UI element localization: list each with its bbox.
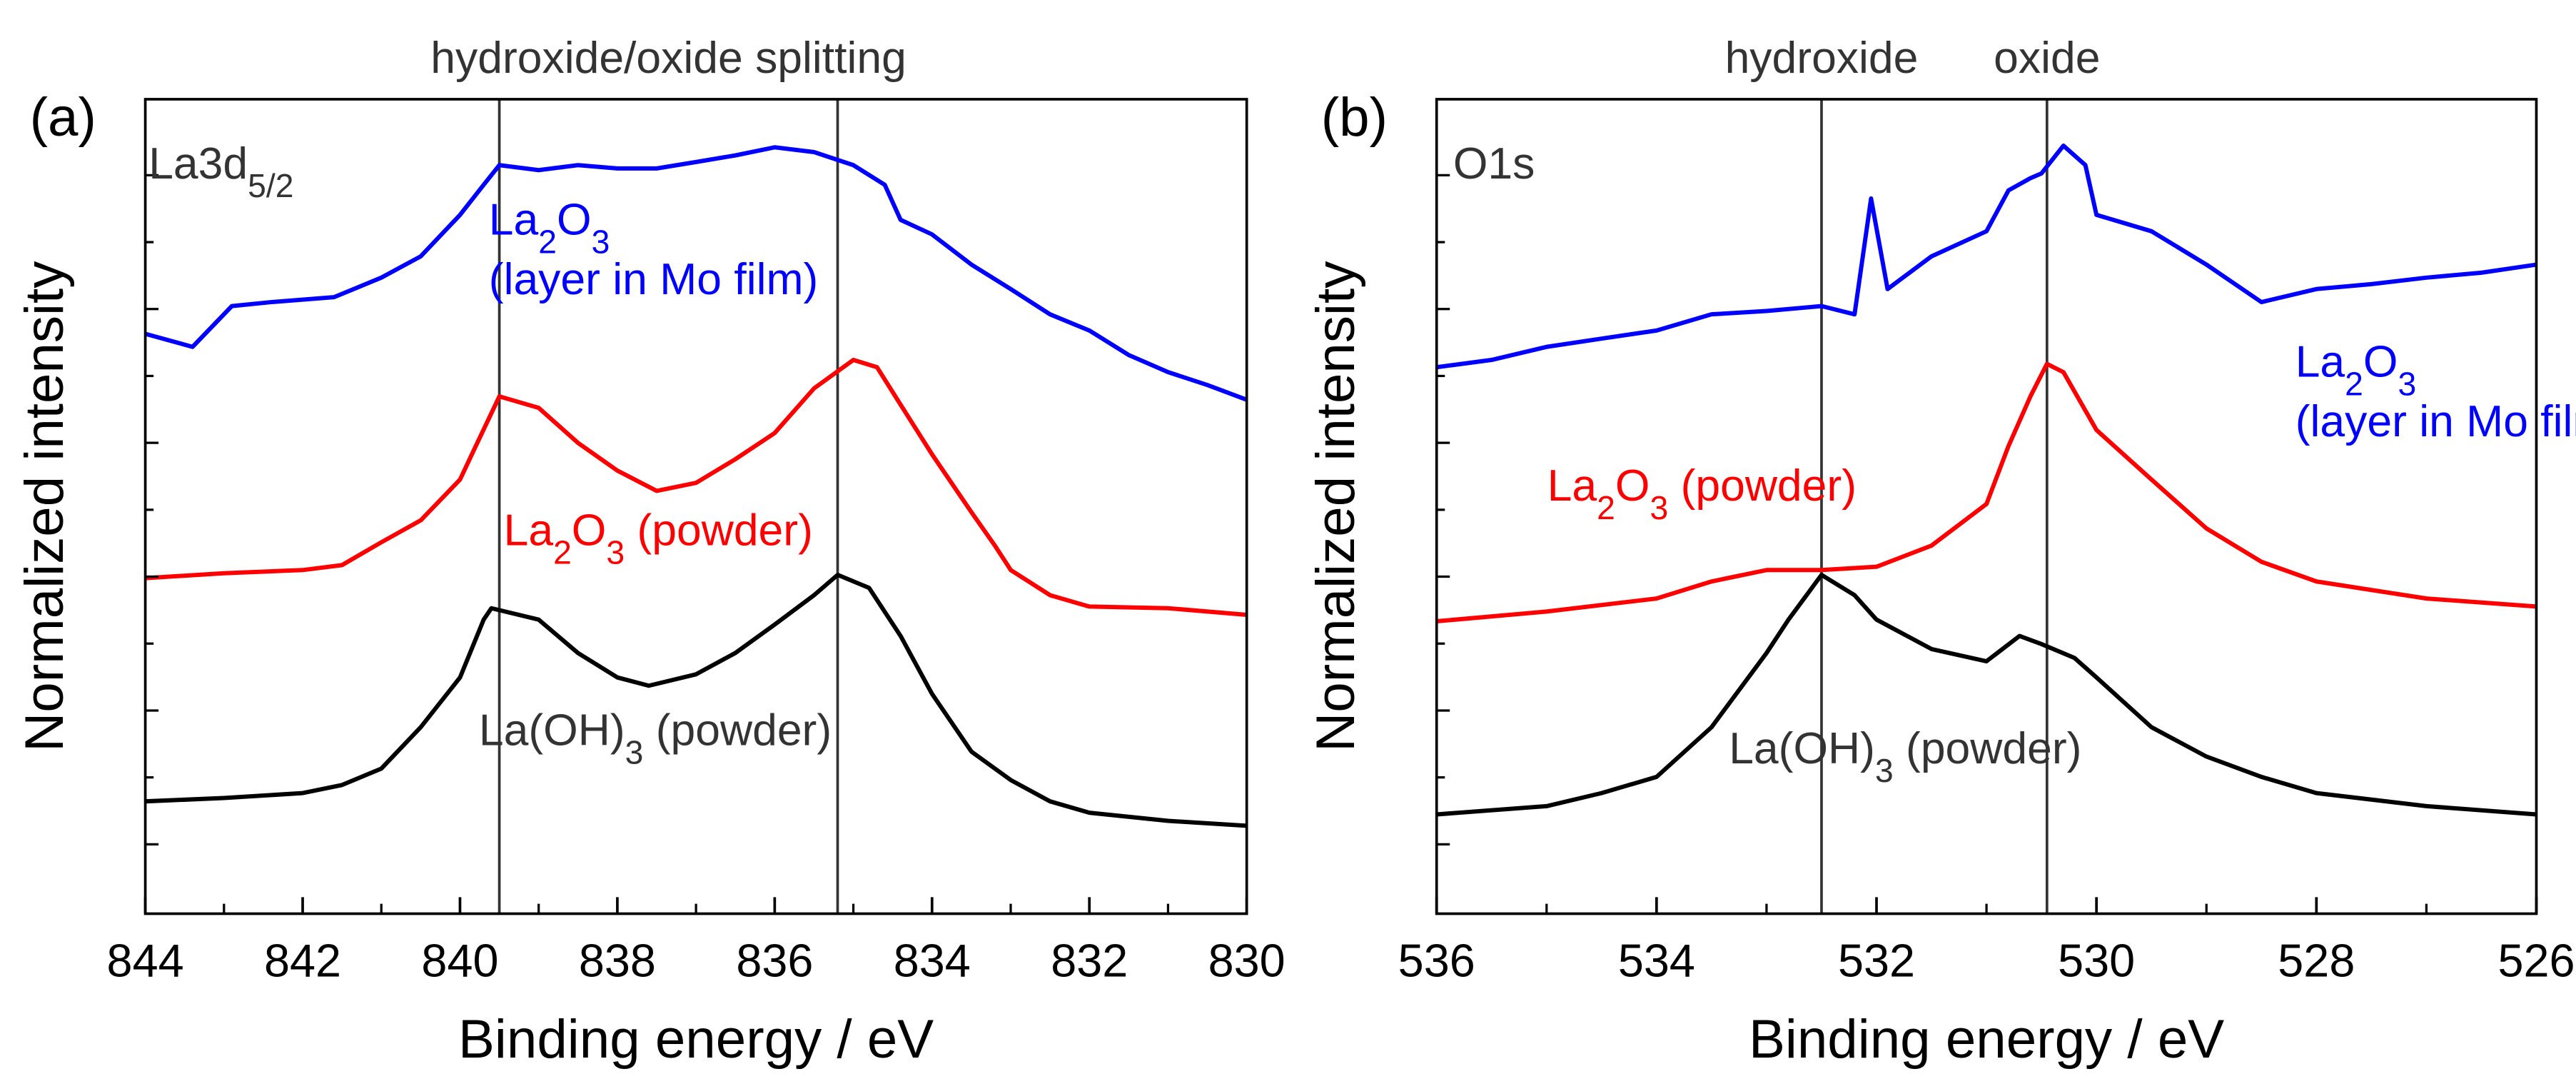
panel-b-series-0-line [1436,143,2537,370]
panel-a-series-2-label: La(OH)3 (powder) [479,706,832,771]
panel-b-title-oxide: oxide [1994,33,2100,83]
panel-a-label: (a) [30,87,96,148]
panel-a-series-0-label-line2: (layer in Mo film) [489,254,819,304]
panel-a-series-0-label: La2O3 [489,195,610,261]
panel-b-x-axis-title: Binding energy / eV [1749,1009,2224,1070]
panel-b-xtick-label-1: 534 [1618,934,1695,986]
panel-a-title: hydroxide/oxide splitting [430,33,906,83]
panel-b-y-axis-title: Normalized intensity [1305,261,1366,752]
panel-b-xtick-label-0: 536 [1398,934,1475,986]
panel-b-series-2-line [1436,573,2537,817]
panel-b-series-0-label-line2: (layer in Mo film) [2295,396,2576,446]
panel-a-xtick-label-6: 832 [1051,934,1128,986]
panel-a-xtick-label-4: 836 [736,934,813,986]
panel-a-series-0-line [144,145,1248,402]
panel-a-xtick-label-3: 838 [579,934,656,986]
panel-a-xtick-label-1: 842 [264,934,341,986]
panel-b-series-2-label: La(OH)3 (powder) [1729,723,2081,789]
panel-a-y-axis-title: Normalized intensity [14,261,75,752]
panel-b-xtick-label-3: 530 [2058,934,2135,986]
panel-a-series-1-label: La2O3 (powder) [504,506,813,571]
panel-a-series-1-line [145,358,1247,617]
panel-a-xtick-label-7: 830 [1208,934,1286,986]
panel-a: 844 842 840 838 836 834 832 830 Binding energy /… [14,33,1286,1070]
panel-b-xtick-label-2: 532 [1838,934,1915,986]
panel-a-series-2-line [145,573,1247,828]
panel-a-core-level: La3d5/2 [148,139,293,204]
panel-a-xtick-label-0: 844 [107,934,184,986]
panel-b-series-0-label: La2O3 [2295,337,2417,403]
panel-a-x-axis-title: Binding energy / eV [458,1009,934,1070]
panel-b-xtick-label-5: 526 [2497,934,2575,986]
panel-b-series-1-label: La2O3 (powder) [1547,461,1857,526]
panel-b: 536 534 532 530 528 526 Binding energy / eV Nor… [1305,33,2575,1070]
panel-b-label: (b) [1321,87,1388,148]
panel-a-xtick-label-5: 834 [894,934,971,986]
panel-a-xtick-label-2: 840 [421,934,498,986]
panel-b-core-level: O1s [1453,139,1535,189]
panel-b-series-1-line [1436,361,2537,624]
panel-b-xtick-label-4: 528 [2278,934,2355,986]
panel-b-title-hydroxide: hydroxide [1725,33,1919,83]
